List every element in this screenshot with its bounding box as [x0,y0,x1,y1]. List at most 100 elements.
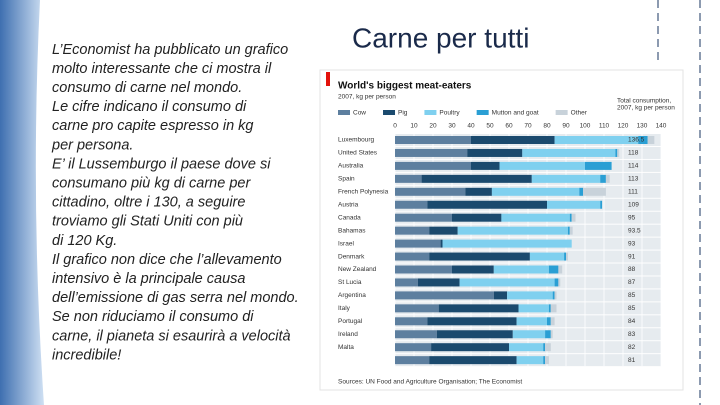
bar-segment [600,174,606,183]
chart-title: World's biggest meat-eaters [338,81,472,92]
x-tick-label: 120 [618,123,629,130]
bar-segment [431,343,509,352]
bar-segment [564,252,566,261]
bar-segment [501,213,570,222]
legend-label: Other [571,110,588,117]
bar-segment [583,187,606,196]
bar-segment [471,161,500,170]
x-tick-label: 110 [599,123,610,130]
bar-segment [547,200,601,209]
x-tick-label: 0 [393,123,397,130]
total-value: 83 [628,331,636,338]
bar-segment [605,174,610,183]
bar-segment [417,278,460,287]
bar-segment [550,304,557,313]
bar-segment [516,356,544,365]
category-label: United States [338,150,378,157]
total-value: 82 [628,344,636,351]
total-value: 118 [628,150,639,157]
total-label: Total consumption, [617,98,671,105]
legend-label: Mutton and goat [492,110,539,117]
bar-segment [493,291,508,300]
bar-segment [516,317,547,326]
bar-segment [395,252,430,261]
legend-swatch [476,110,489,115]
category-label: Malta [338,344,354,351]
paragraph-line: consumano più kg di carne per [52,176,251,192]
bar-segment [522,148,616,157]
bar-segment [545,343,551,352]
bar-segment [395,174,422,183]
bar-segment [566,252,568,261]
bar-segment [427,317,517,326]
bar-segment [429,252,530,261]
paragraph-line: E’ il Lussemburgo il paese dove si [52,156,271,172]
paragraph-line: Se non riduciamo il consumo di [52,309,254,325]
chart-source: Sources: UN Food and Agriculture Organis… [338,379,522,386]
paragraph: L’Economist ha pubblicato un grafico molt… [51,42,299,364]
bar-segment [457,226,568,235]
bar-segment [543,356,546,365]
bar-segment [395,239,441,248]
bar-segment [427,200,547,209]
bar-segment [395,187,466,196]
x-tick-label: 70 [524,123,532,130]
paragraph-line: incredibile! [52,347,121,363]
paragraph-line: Le cifre indicano il consumo di [52,99,247,115]
legend-swatch [424,110,437,115]
category-label: Spain [338,176,355,183]
category-label: Argentina [338,292,366,299]
paragraph-line: carne, il pianeta si esaurirà a velocità [52,328,291,344]
bar-segment [569,226,573,235]
legend-label: Pig [398,110,408,117]
total-value: 88 [628,266,636,273]
bar-segment [518,304,549,313]
total-label: 2007, kg per person [617,105,675,112]
legend-swatch [338,110,350,115]
bar-segment [395,148,468,157]
bar-segment [579,187,584,196]
bar-segment [395,291,494,300]
bar-segment [600,200,603,209]
paragraph-line: carne pro capite espresso in kg [52,118,254,134]
bar-segment [440,239,443,248]
category-label: St Lucia [338,279,362,286]
category-label: New Zealand [338,266,377,273]
category-label: Austria [338,201,359,208]
x-tick-label: 10 [410,123,418,130]
paragraph-line: troviamo gli Stati Uniti con più [52,214,243,230]
paragraph-line: per persona. [51,137,133,153]
category-label: Italy [338,305,351,312]
bar-segment [436,330,513,339]
bar-segment [547,317,551,326]
legend-label: Cow [353,110,366,117]
total-value: 84 [628,318,636,325]
bar-segment [493,265,549,274]
legend-swatch [555,110,568,115]
bar-segment [567,226,570,235]
bar-segment [395,161,471,170]
category-label: French Polynesia [338,189,389,196]
bar-segment [442,239,572,248]
bar-segment [548,304,551,313]
x-tick-label: 30 [448,123,456,130]
x-tick-label: 60 [505,123,513,130]
bar-segment [569,213,572,222]
legend-label: Poultry [439,110,460,117]
bar-segment [459,278,555,287]
bar-segment [545,330,551,339]
x-tick-label: 50 [486,123,494,130]
x-tick-label: 20 [429,123,437,130]
paragraph-line: molto interessante che ci mostra il [52,61,272,77]
chart-subtitle: 2007, kg per person [338,94,396,101]
bar-segment [452,213,502,222]
bar-segment [395,226,430,235]
bar-segment [548,265,559,274]
total-value: 85 [628,292,636,299]
bar-segment [638,136,648,144]
bar-segment [507,291,553,300]
total-value: 95 [628,214,636,221]
bar-segment [421,174,532,183]
bar-segment [395,200,428,209]
bar-segment [395,343,432,352]
